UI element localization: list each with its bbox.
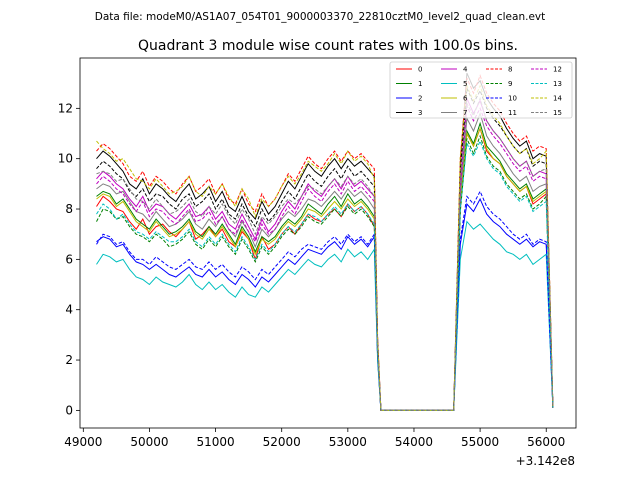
series-line-5	[96, 220, 554, 411]
legend-label-0: 0	[418, 66, 422, 74]
y-tick-label: 4	[65, 303, 73, 317]
legend-label-2: 2	[418, 95, 422, 103]
x-tick-label: 51000	[196, 435, 234, 449]
legend-label-3: 3	[418, 109, 422, 117]
x-tick-label: 50000	[130, 435, 168, 449]
x-tick-label: 54000	[395, 435, 433, 449]
x-tick-label: 56000	[527, 435, 565, 449]
y-tick-label: 6	[65, 252, 73, 266]
legend-label-6: 6	[463, 95, 468, 103]
x-axis: 49000 50000 51000 52000 53000 54000 55000 56000	[64, 428, 565, 449]
series-line-1	[96, 121, 554, 411]
legend-label-4: 4	[463, 66, 468, 74]
legend-label-7: 7	[463, 109, 467, 117]
series-line-10	[96, 190, 554, 411]
legend-label-8: 8	[508, 66, 512, 74]
legend-label-14: 14	[553, 95, 562, 103]
series-line-6	[96, 126, 554, 411]
y-tick-label: 0	[65, 403, 73, 417]
series-line-2	[96, 197, 554, 411]
chart-title: Quadrant 3 module wise count rates with …	[138, 38, 518, 54]
series-layer	[96, 72, 554, 411]
y-tick-label: 2	[65, 353, 73, 367]
suptitle: Data file: modeM0/AS1A07_054T01_90000033…	[95, 11, 546, 23]
legend-label-13: 13	[553, 80, 562, 88]
y-tick-label: 12	[58, 101, 73, 115]
x-tick-label: 55000	[461, 435, 499, 449]
legend-label-10: 10	[508, 95, 517, 103]
y-axis: 0 2 4 6 8 10 12	[58, 101, 80, 417]
series-line-13	[96, 139, 554, 411]
x-tick-label: 49000	[64, 435, 102, 449]
series-line-7	[96, 111, 554, 411]
y-tick-label: 10	[58, 152, 73, 166]
x-offset-label: +3.142e8	[516, 454, 575, 468]
plot-area	[79, 57, 577, 429]
axes-background	[80, 58, 576, 428]
legend-label-12: 12	[553, 66, 562, 74]
legend-label-15: 15	[553, 109, 562, 117]
axes-frame	[79, 57, 577, 429]
series-line-9	[96, 134, 554, 411]
x-tick-label: 53000	[329, 435, 367, 449]
legend-label-1: 1	[418, 80, 422, 88]
legend-frame	[389, 61, 573, 119]
legend-label-5: 5	[463, 80, 467, 88]
y-tick-label: 8	[65, 202, 73, 216]
legend-label-11: 11	[508, 109, 517, 117]
x-tick-label: 52000	[263, 435, 301, 449]
legend-label-9: 9	[508, 80, 512, 88]
